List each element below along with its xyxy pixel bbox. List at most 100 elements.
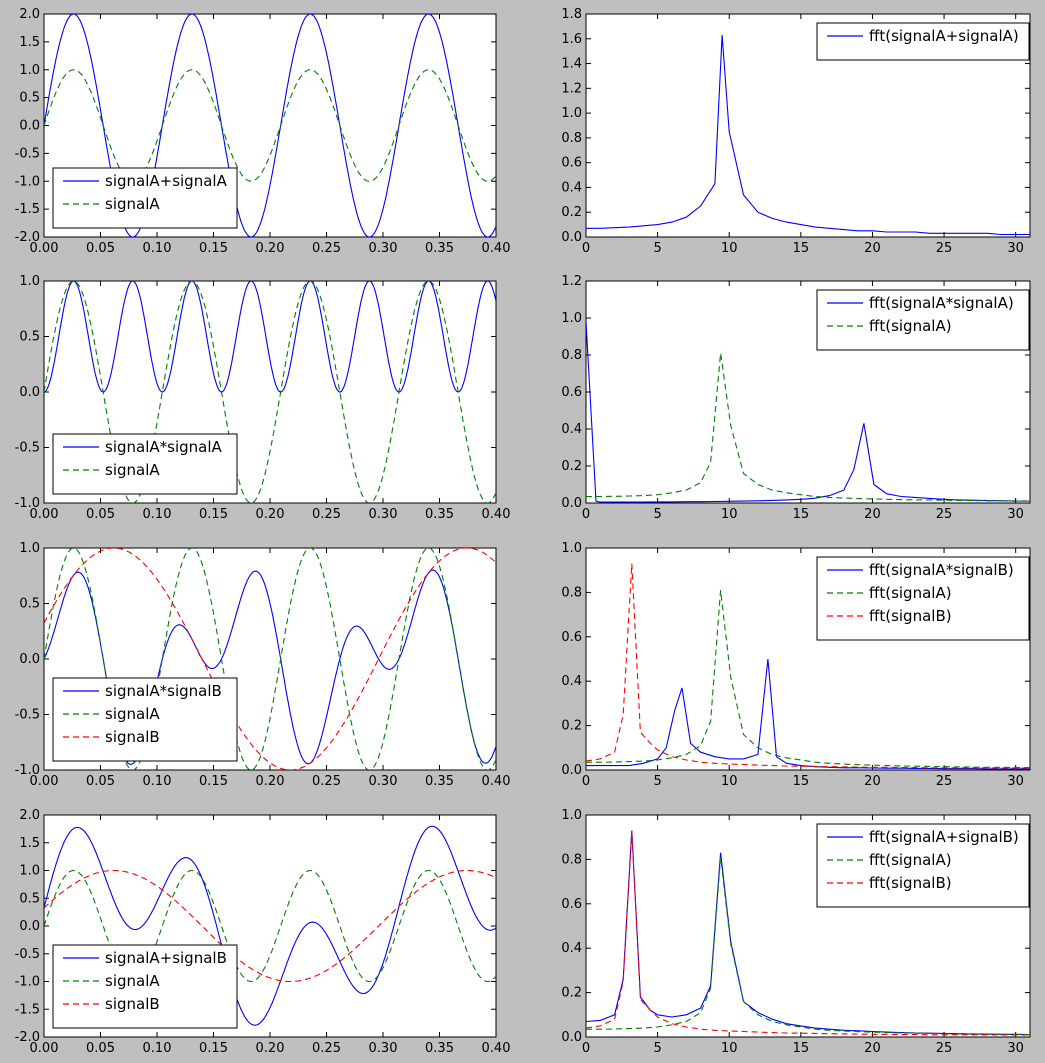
legend-label: signalB — [105, 995, 160, 1013]
x-tick-label: 0.35 — [425, 1041, 454, 1056]
subplot-1: 0.00 0.05 0.10 0.15 0.20 0.25 0.30 0.35 0.40 -2.0… — [15, 7, 511, 256]
x-tick-label: 0.10 — [143, 507, 172, 522]
y-tick-label: 1.4 — [561, 57, 582, 72]
legend-label: fft(signalA) — [869, 584, 952, 602]
x-tick-label: 0.40 — [482, 241, 511, 256]
y-tick-label: 1.2 — [561, 274, 582, 289]
y-tick-label: 1.0 — [19, 274, 40, 289]
y-tick-label: 0.0 — [561, 496, 582, 511]
y-tick-label: 0.5 — [19, 91, 40, 106]
y-tick-label: 0.6 — [561, 897, 582, 912]
x-tick-label: 20 — [864, 774, 881, 789]
legend-label: fft(signalB) — [869, 874, 952, 892]
y-tick-label: 1.6 — [561, 32, 582, 47]
legend-box — [816, 556, 1030, 641]
legend-label: signalB — [105, 728, 160, 746]
legend: signalA*signalA signalA — [52, 433, 238, 495]
y-tick-label: 0.5 — [19, 891, 40, 906]
series-line-signala — [44, 281, 496, 503]
x-tick-label: 25 — [936, 241, 953, 256]
legend-box — [816, 22, 1030, 61]
x-tick-label: 5 — [653, 1041, 661, 1056]
x-tick-label: 30 — [1007, 1041, 1024, 1056]
series-line-signala-signalb — [44, 825, 496, 1026]
x-tick-label: 20 — [864, 507, 881, 522]
x-tick-label: 5 — [653, 507, 661, 522]
y-tick-label: 1.5 — [19, 35, 40, 50]
y-tick-label: 0.0 — [19, 652, 40, 667]
y-tick-label: -2.0 — [15, 230, 40, 245]
legend-label: fft(signalA*signalA) — [869, 294, 1014, 312]
x-tick-label: 0.25 — [312, 774, 341, 789]
x-tick-label: 0 — [582, 507, 590, 522]
legend: fft(signalA*signalA) fft(signalA) — [816, 289, 1030, 351]
y-tick-label: 2.0 — [19, 7, 40, 22]
x-tick-label: 25 — [936, 507, 953, 522]
y-tick-label: 0.4 — [561, 180, 582, 195]
x-tick-label: 15 — [793, 774, 810, 789]
y-tick-label: 0.4 — [561, 422, 582, 437]
legend-label: fft(signalA) — [869, 317, 952, 335]
y-tick-label: -1.0 — [15, 174, 40, 189]
y-tick-label: -0.5 — [15, 947, 40, 962]
y-tick-label: 0.8 — [561, 585, 582, 600]
x-tick-label: 25 — [936, 1041, 953, 1056]
x-tick-label: 0.40 — [482, 1041, 511, 1056]
x-tick-label: 10 — [721, 774, 738, 789]
x-tick-label: 15 — [793, 507, 810, 522]
legend: fft(signalA+signalA) — [816, 22, 1030, 61]
x-tick-label: 0.15 — [199, 507, 228, 522]
x-tick-label: 0.40 — [482, 774, 511, 789]
x-tick-label: 0.25 — [312, 1041, 341, 1056]
x-tick-label: 0.20 — [256, 507, 285, 522]
x-tick-label: 0.10 — [143, 241, 172, 256]
y-tick-label: 0.6 — [561, 385, 582, 400]
x-tick-label: 0.05 — [86, 241, 115, 256]
legend-label: signalA*signalA — [105, 438, 223, 456]
y-tick-label: 0.2 — [561, 459, 582, 474]
y-tick-label: 0.2 — [561, 719, 582, 734]
series-line-fft-signala- — [586, 353, 1030, 502]
series-line-signalb — [44, 869, 496, 983]
legend: signalA*signalB signalA signalB — [52, 677, 238, 762]
legend-box — [816, 289, 1030, 351]
y-tick-label: -0.5 — [15, 146, 40, 161]
series-line-fft-signala-signalb- — [586, 658, 1030, 770]
legend-label: signalA*signalB — [105, 682, 222, 700]
x-tick-label: 5 — [653, 241, 661, 256]
x-tick-label: 0.05 — [86, 1041, 115, 1056]
y-tick-label: 0.6 — [561, 156, 582, 171]
x-tick-label: 0.00 — [30, 1041, 59, 1056]
x-tick-label: 0.10 — [143, 1041, 172, 1056]
y-tick-label: 1.5 — [19, 836, 40, 851]
x-tick-label: 0.05 — [86, 507, 115, 522]
y-tick-label: -0.5 — [15, 708, 40, 723]
x-tick-label: 0.30 — [369, 1041, 398, 1056]
x-tick-label: 0.25 — [312, 241, 341, 256]
y-tick-label: 1.0 — [561, 311, 582, 326]
y-tick-label: 0.8 — [561, 348, 582, 363]
legend: signalA+signalA signalA — [52, 167, 238, 229]
legend-box — [52, 944, 238, 1029]
y-tick-label: 0.0 — [561, 763, 582, 778]
legend: signalA+signalB signalA signalB — [52, 944, 238, 1029]
x-tick-label: 0.00 — [30, 507, 59, 522]
y-tick-label: 0.5 — [19, 330, 40, 345]
x-tick-label: 15 — [793, 241, 810, 256]
x-tick-label: 20 — [864, 241, 881, 256]
x-tick-label: 0.00 — [30, 774, 59, 789]
legend-label: signalA+signalB — [105, 949, 227, 967]
y-tick-label: 1.8 — [561, 7, 582, 22]
legend-label: fft(signalB) — [869, 607, 952, 625]
x-tick-label: 30 — [1007, 507, 1024, 522]
series-line-fft-signalb- — [586, 563, 1030, 769]
y-tick-label: -1.0 — [15, 763, 40, 778]
y-tick-label: -1.0 — [15, 496, 40, 511]
y-tick-label: 1.0 — [561, 106, 582, 121]
legend-label: signalA — [105, 461, 160, 479]
subplot-7: 0.00 0.05 0.10 0.15 0.20 0.25 0.30 0.35 0.40 -2.0… — [15, 808, 511, 1056]
series-line-fft-signala-signala- — [586, 321, 1030, 503]
series-line-fft-signala-signala- — [586, 35, 1030, 236]
y-tick-label: 0.4 — [561, 674, 582, 689]
